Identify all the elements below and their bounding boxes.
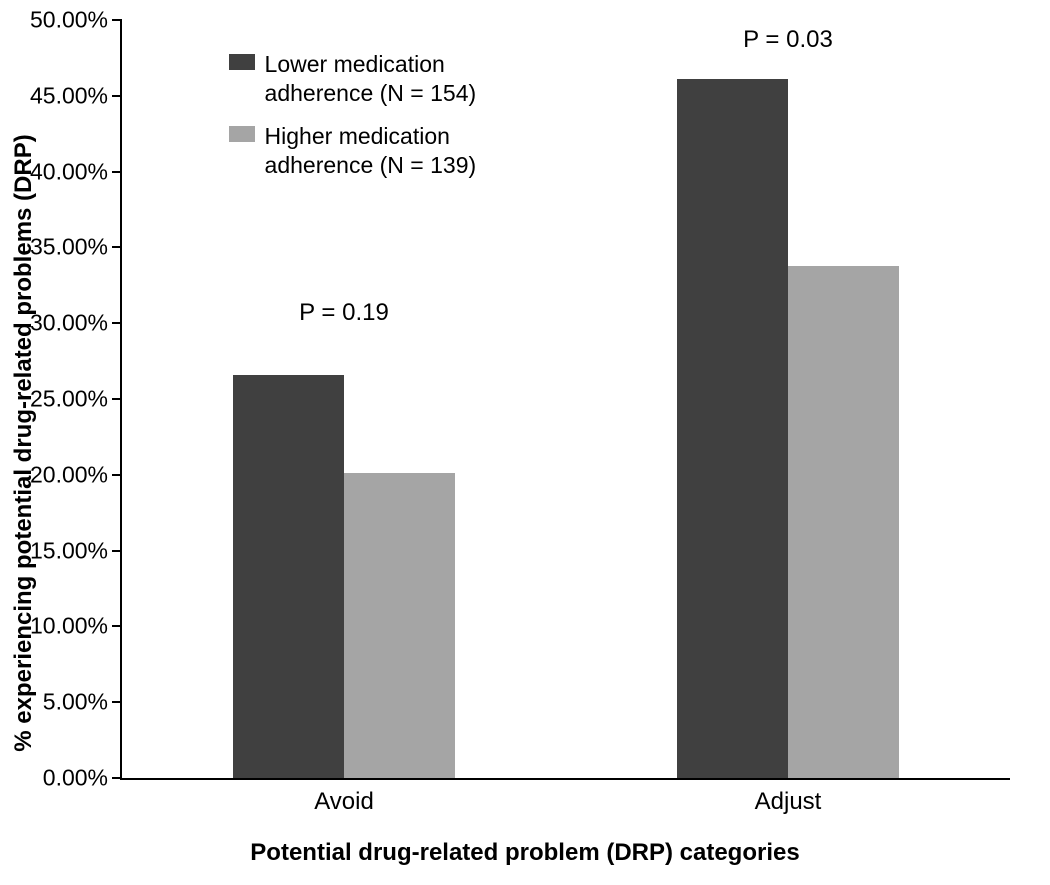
legend-swatch — [229, 54, 255, 70]
y-tick-label: 20.00% — [30, 461, 108, 488]
y-tick-label: 40.00% — [30, 158, 108, 185]
y-tick-label: 0.00% — [43, 765, 108, 792]
x-category-label: Adjust — [755, 788, 822, 816]
x-category-label: Avoid — [314, 788, 374, 816]
y-tick-label: 5.00% — [43, 689, 108, 716]
legend: Lower medication adherence (N = 154) High… — [229, 50, 477, 193]
legend-label: Lower medication adherence (N = 154) — [265, 50, 477, 108]
bar-avoid-higher — [344, 473, 455, 778]
x-axis-title: Potential drug-related problem (DRP) cat… — [0, 839, 1050, 867]
bar-adjust-higher — [788, 266, 899, 778]
legend-label: Higher medication adherence (N = 139) — [265, 122, 477, 180]
y-tick-label: 45.00% — [30, 82, 108, 109]
y-tick-label: 15.00% — [30, 537, 108, 564]
y-tick — [112, 474, 122, 476]
y-tick — [112, 398, 122, 400]
legend-item: Lower medication adherence (N = 154) — [229, 50, 477, 108]
y-tick — [112, 19, 122, 21]
y-tick — [112, 625, 122, 627]
bar-avoid-lower — [233, 375, 344, 778]
y-axis-title: % experiencing potential drug-related pr… — [10, 134, 38, 751]
y-tick-label: 10.00% — [30, 613, 108, 640]
drp-bar-chart: % experiencing potential drug-related pr… — [0, 0, 1050, 885]
p-value-annotation: P = 0.19 — [299, 299, 389, 327]
y-tick — [112, 322, 122, 324]
p-value-annotation: P = 0.03 — [743, 26, 833, 54]
plot-area: 0.00%5.00%10.00%15.00%20.00%25.00%30.00%… — [120, 20, 1010, 780]
y-tick-label: 25.00% — [30, 386, 108, 413]
y-tick — [112, 95, 122, 97]
y-tick — [112, 550, 122, 552]
legend-item: Higher medication adherence (N = 139) — [229, 122, 477, 180]
bar-adjust-lower — [677, 79, 788, 778]
y-tick — [112, 777, 122, 779]
y-tick — [112, 701, 122, 703]
y-tick-label: 50.00% — [30, 7, 108, 34]
y-tick-label: 30.00% — [30, 310, 108, 337]
y-tick — [112, 171, 122, 173]
legend-swatch — [229, 126, 255, 142]
y-tick-label: 35.00% — [30, 234, 108, 261]
y-tick — [112, 246, 122, 248]
